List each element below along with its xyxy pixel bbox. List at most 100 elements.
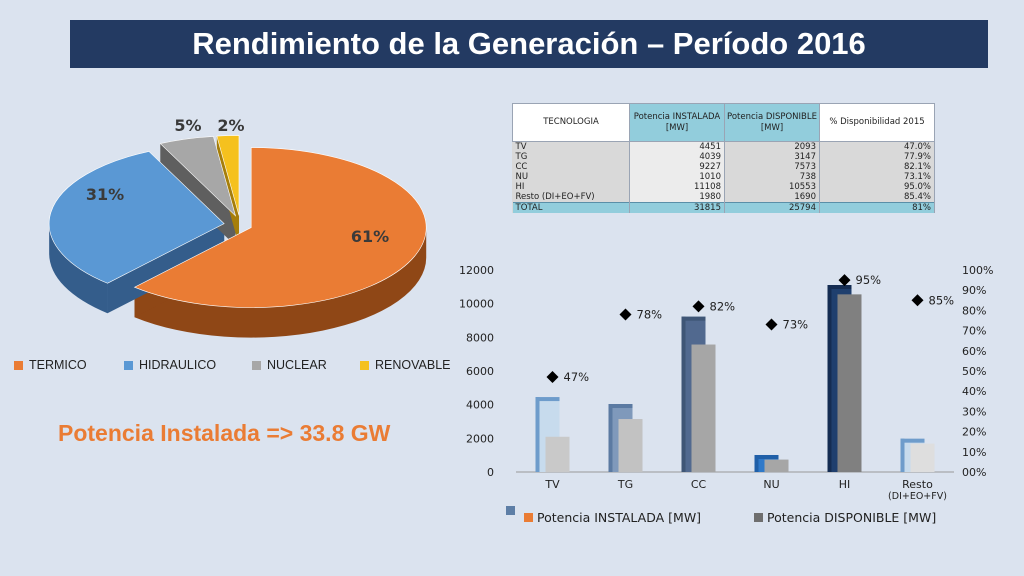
- pie-side-termico: [134, 227, 427, 338]
- bar-installed-top: [827, 285, 852, 290]
- x-tick-label: CC: [691, 478, 707, 491]
- table-cell: 47.0%: [819, 141, 935, 152]
- pie-label-nuclear: 5%: [174, 116, 201, 135]
- bar-installed-top: [535, 397, 560, 402]
- bar-available: [691, 344, 716, 472]
- x-tick-label: TG: [617, 478, 633, 491]
- table-cell: 85.4%: [819, 192, 935, 203]
- pie-slice-termico: [133, 147, 427, 308]
- legend-label-renovable: RENOVABLE: [375, 358, 451, 372]
- y2-tick-label: 80%: [962, 304, 986, 317]
- pie-slice-nuclear: [159, 136, 237, 217]
- y2-tick-label: 30%: [962, 405, 986, 418]
- x-tick-label: TV: [544, 478, 560, 491]
- table-cell: 77.9%: [819, 152, 935, 162]
- legend-label-nuclear: NUCLEAR: [267, 358, 327, 372]
- y2-tick-label: 50%: [962, 365, 986, 378]
- col-header-tecnologia: TECNOLOGIA: [512, 103, 630, 142]
- legend-swatch-nuclear: [252, 360, 261, 370]
- table-cell: 1980: [629, 192, 725, 203]
- legend-swatch-renovable: [360, 360, 369, 370]
- table-cell: TG: [512, 152, 630, 162]
- bar-installed-top: [608, 404, 633, 409]
- legend-item-nuclear: NUCLEAR: [252, 358, 327, 372]
- table-total-cell: 81%: [819, 202, 935, 213]
- bar-available: [545, 436, 570, 472]
- table-cell: 2093: [724, 141, 820, 152]
- pie-label-termico: 61%: [351, 227, 389, 246]
- table-cell: 73.1%: [819, 172, 935, 182]
- table-row: HI 11108 10553 95.0%: [512, 182, 935, 192]
- bar-available: [618, 419, 643, 472]
- legend-swatch-hidraulico: [124, 360, 133, 370]
- table-cell: 738: [724, 172, 820, 182]
- legend-item-installed-label: Potencia INSTALADA [MW]: [524, 510, 701, 525]
- y2-tick-label: 70%: [962, 325, 986, 338]
- installed-power-note: Potencia Instalada => 33.8 GW: [58, 420, 391, 446]
- x-tick-label: (DI+EO+FV): [888, 491, 947, 502]
- legend-label-available: Potencia DISPONIBLE [MW]: [767, 510, 937, 525]
- table-cell: 9227: [629, 162, 725, 172]
- y-tick-label: 2000: [466, 432, 494, 445]
- col-header-availability: % Disponibilidad 2015: [819, 103, 935, 142]
- y-tick-label: 0: [487, 466, 494, 479]
- y2-tick-label: 100%: [962, 264, 993, 277]
- legend-swatch-available: [754, 513, 763, 522]
- legend-label-installed: Potencia INSTALADA [MW]: [537, 510, 702, 525]
- pie-label-renovable: 2%: [217, 116, 244, 135]
- legend-item-hidraulico: HIDRAULICO: [124, 358, 216, 372]
- availability-marker: [765, 318, 778, 331]
- generation-pie-chart: 61% 31% 5% 2%: [48, 116, 427, 338]
- table-header-row: TECNOLOGIA Potencia INSTALADA [MW] Poten…: [512, 103, 935, 142]
- table-cell: 1690: [724, 192, 820, 203]
- table-total-cell: 31815: [629, 202, 725, 213]
- table-cell: Resto (DI+EO+FV): [512, 192, 630, 203]
- table-row: CC 9227 7573 82.1%: [512, 162, 935, 172]
- generation-table: TECNOLOGIA Potencia INSTALADA [MW] Poten…: [512, 103, 935, 213]
- y2-tick-label: 90%: [962, 284, 986, 297]
- legend-label-termico: TERMICO: [29, 358, 87, 372]
- bar-legend: Potencia INSTALADA [MW] Potencia DISPONI…: [500, 506, 1000, 525]
- bar-installed-edge: [827, 285, 832, 472]
- pie-legend: TERMICO HIDRAULICO NUCLEAR RENOVABLE: [14, 358, 464, 378]
- table-cell: 3147: [724, 152, 820, 162]
- table-total-row: TOTAL 31815 25794 81%: [512, 202, 935, 213]
- pie-side-hidraulico: [49, 223, 108, 314]
- table-cell: 4039: [629, 152, 725, 162]
- availability-marker: [546, 371, 559, 384]
- y-tick-label: 10000: [459, 298, 494, 311]
- table-row: NU 1010 738 73.1%: [512, 172, 935, 182]
- availability-label: 95%: [856, 273, 882, 287]
- y-tick-label: 6000: [466, 365, 494, 378]
- availability-marker: [692, 300, 705, 313]
- legend-item-available: Potencia DISPONIBLE [MW]: [754, 510, 936, 525]
- pie-slice-hidraulico: [48, 151, 225, 284]
- bar-installed-top: [681, 316, 706, 321]
- availability-marker: [911, 294, 924, 307]
- table-row: TG 4039 3147 77.9%: [512, 152, 935, 162]
- table-cell: CC: [512, 162, 630, 172]
- bar-available: [837, 294, 862, 472]
- bar-available: [910, 443, 935, 472]
- availability-label: 82%: [710, 299, 736, 313]
- bar-installed-edge: [681, 316, 686, 472]
- y2-tick-label: 10%: [962, 446, 986, 459]
- table-cell: 10553: [724, 182, 820, 192]
- bar-available: [764, 459, 789, 472]
- y-tick-label: 8000: [466, 331, 494, 344]
- legend-item-renovable: RENOVABLE: [360, 358, 451, 372]
- availability-label: 47%: [564, 370, 590, 384]
- legend-item-installed: [506, 506, 519, 515]
- x-tick-label: Resto: [902, 478, 933, 491]
- table-row: TV 4451 2093 47.0%: [512, 141, 935, 152]
- availability-label: 78%: [637, 307, 663, 321]
- y2-tick-label: 00%: [962, 466, 986, 479]
- bar-installed-top: [900, 438, 925, 443]
- bar-installed-edge: [754, 454, 759, 472]
- pie-label-hidraulico: 31%: [86, 185, 124, 204]
- availability-marker: [619, 308, 632, 321]
- table-cell: HI: [512, 182, 630, 192]
- legend-swatch-installed-blue: [506, 506, 515, 515]
- legend-label-hidraulico: HIDRAULICO: [139, 358, 217, 372]
- page-title: Rendimiento de la Generación – Período 2…: [70, 20, 988, 68]
